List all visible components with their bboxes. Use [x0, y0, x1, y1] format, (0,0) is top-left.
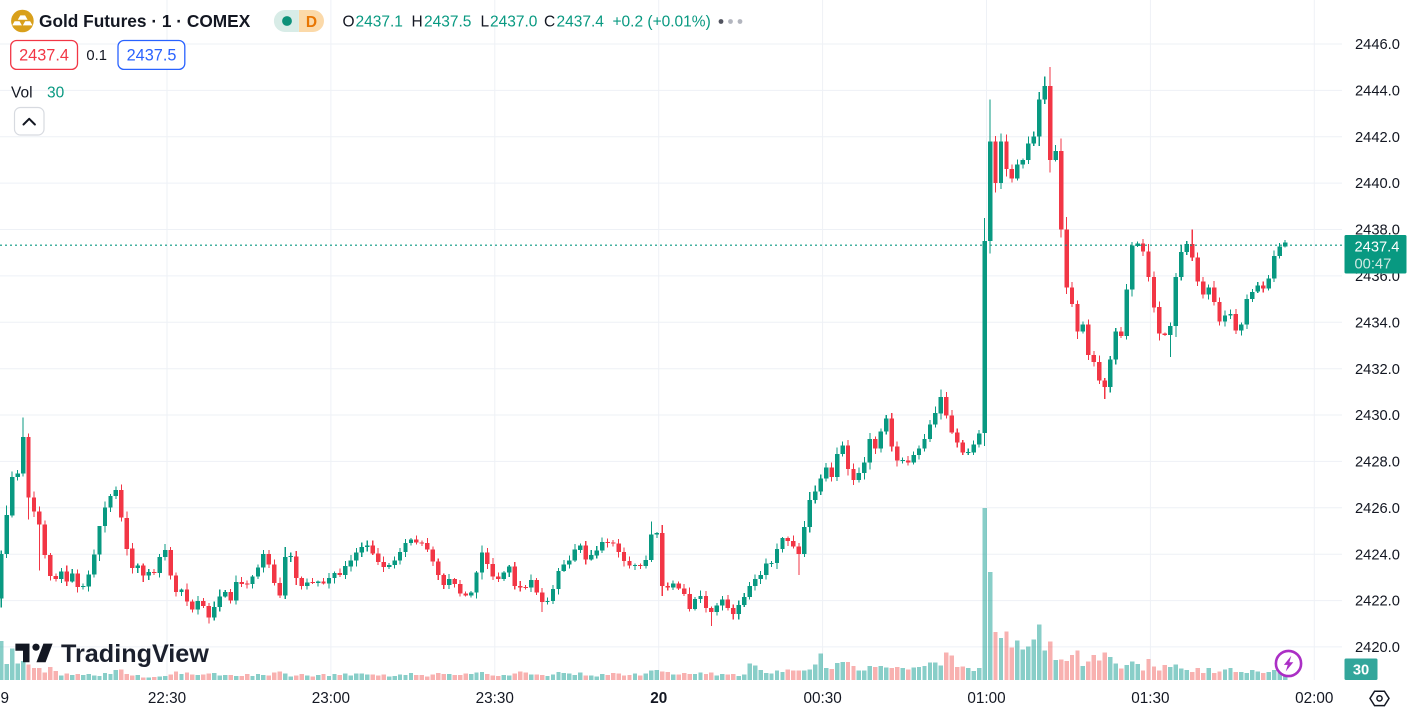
svg-text:2420.0: 2420.0	[1355, 640, 1400, 656]
svg-text:2424.0: 2424.0	[1355, 547, 1400, 563]
svg-text:02:00: 02:00	[1295, 690, 1333, 707]
svg-text:2437.0: 2437.0	[490, 14, 538, 31]
svg-text:2428.0: 2428.0	[1355, 455, 1400, 471]
svg-text:2432.0: 2432.0	[1355, 362, 1400, 378]
svg-text:2426.0: 2426.0	[1355, 501, 1400, 517]
svg-text:D: D	[306, 14, 317, 31]
svg-text:30: 30	[47, 85, 65, 102]
svg-text:23:00: 23:00	[312, 690, 350, 707]
svg-text:23:30: 23:30	[476, 690, 514, 707]
svg-text:2437.4: 2437.4	[19, 47, 69, 65]
svg-text:20: 20	[650, 690, 667, 707]
svg-text:2437.4: 2437.4	[1355, 240, 1400, 256]
svg-text:2438.0: 2438.0	[1355, 223, 1400, 239]
svg-text:30: 30	[1353, 663, 1369, 679]
svg-text:2444.0: 2444.0	[1355, 84, 1400, 100]
svg-text:2437.1: 2437.1	[356, 14, 403, 31]
svg-text:2437.4: 2437.4	[557, 14, 605, 31]
svg-text:2440.0: 2440.0	[1355, 176, 1400, 192]
svg-text:2437.5: 2437.5	[127, 47, 177, 65]
svg-text:H: H	[412, 14, 423, 31]
svg-text:2430.0: 2430.0	[1355, 408, 1400, 424]
svg-text:2434.0: 2434.0	[1355, 315, 1400, 331]
svg-text:2437.5: 2437.5	[424, 14, 471, 31]
svg-text:TradingView: TradingView	[61, 640, 209, 668]
svg-text:Gold Futures · 1 · COMEX: Gold Futures · 1 · COMEX	[39, 11, 251, 31]
svg-text:2446.0: 2446.0	[1355, 37, 1400, 53]
svg-text:Vol: Vol	[11, 85, 33, 102]
svg-text:01:30: 01:30	[1131, 690, 1169, 707]
svg-text:2442.0: 2442.0	[1355, 130, 1400, 146]
svg-text:O: O	[343, 14, 355, 31]
svg-text:C: C	[544, 14, 555, 31]
svg-text:2422.0: 2422.0	[1355, 594, 1400, 610]
svg-text:22:30: 22:30	[148, 690, 186, 707]
svg-text:19: 19	[0, 690, 9, 707]
svg-text:0.1: 0.1	[86, 48, 107, 64]
svg-text:00:30: 00:30	[803, 690, 841, 707]
svg-text:00:47: 00:47	[1355, 257, 1392, 273]
svg-text:01:00: 01:00	[967, 690, 1005, 707]
svg-text:+0.2 (+0.01%): +0.2 (+0.01%)	[613, 14, 711, 31]
svg-text:L: L	[481, 14, 490, 31]
